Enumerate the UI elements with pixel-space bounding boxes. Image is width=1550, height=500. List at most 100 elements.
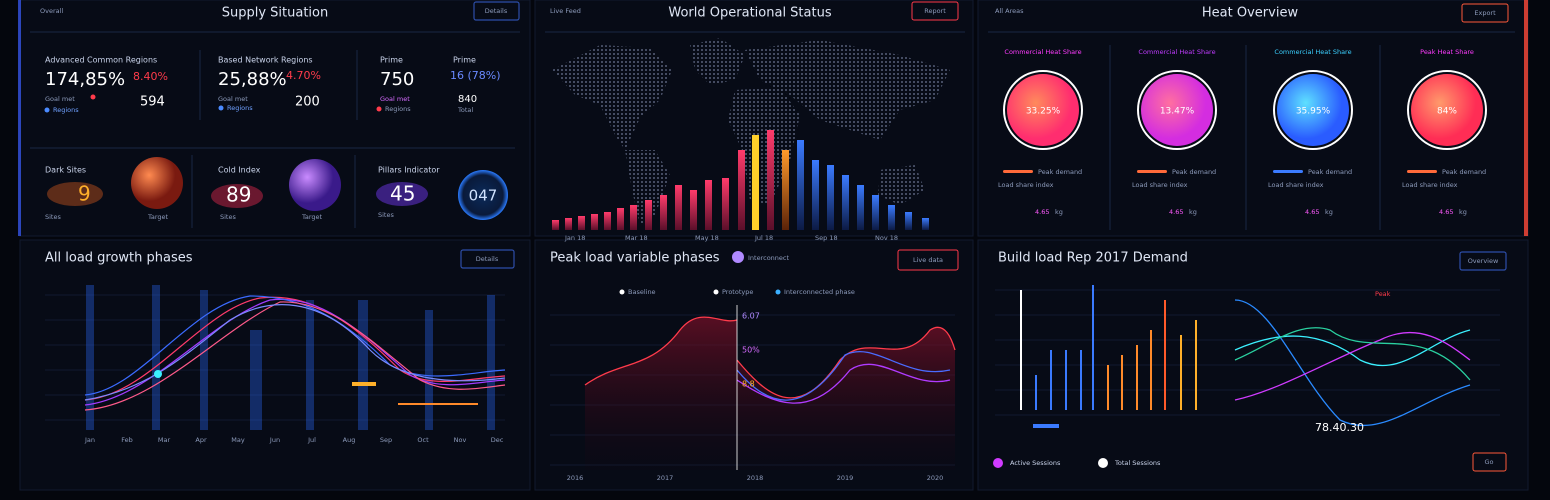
legend-entry: Baseline	[628, 288, 656, 296]
bar	[1150, 330, 1152, 410]
legend-bar	[1137, 170, 1167, 173]
button[interactable]	[1459, 251, 1507, 271]
legend-swatch	[1098, 458, 1108, 468]
button-label[interactable]: Go	[1484, 458, 1493, 466]
x-tick-label: 2019	[837, 474, 854, 482]
button-label[interactable]: Details	[485, 7, 508, 15]
accent-bar	[1524, 0, 1528, 236]
x-tick-label: 2018	[747, 474, 764, 482]
bar	[782, 150, 789, 230]
x-tick-label: Aug	[343, 436, 356, 444]
x-tick-label: 2017	[657, 474, 674, 482]
axis-label: Jan 18	[564, 234, 585, 242]
shape	[690, 38, 745, 85]
kpi-value: 174,85%	[45, 69, 125, 90]
orb-value: 047	[469, 187, 498, 205]
x-tick-label: Jul	[307, 436, 316, 444]
gauge-value: 9	[78, 182, 91, 206]
bar	[827, 165, 834, 230]
gauge-label: Cold Index	[218, 166, 261, 175]
legend-swatch	[993, 458, 1003, 468]
shape	[878, 165, 925, 205]
bar	[250, 330, 262, 430]
cursor-value: 50%	[742, 346, 760, 355]
x-tick-label: Oct	[417, 436, 429, 444]
shape: Commercial Heat Share 33.25% Peak demand Lo…	[998, 45, 1487, 230]
legend-swatch	[713, 289, 719, 295]
accent-bar	[18, 0, 21, 236]
gauge-label: Dark Sites	[45, 166, 86, 175]
kpi-sub: Regions	[227, 104, 253, 112]
x-tick-label: Mar	[158, 436, 171, 444]
button-label[interactable]: Details	[476, 255, 499, 263]
heat-figure: 4.65	[1169, 208, 1183, 216]
legend-entry: Prototype	[722, 288, 753, 296]
bar	[487, 295, 495, 430]
heat-ring	[1003, 70, 1083, 150]
shape	[736, 363, 951, 404]
button[interactable]	[911, 1, 959, 21]
bar	[1136, 345, 1138, 410]
shape	[1234, 299, 1471, 426]
bar	[552, 220, 559, 230]
heat-title: Peak Heat Share	[1420, 48, 1474, 56]
kpi-value: 25,88%	[218, 69, 287, 90]
kpi-label: Advanced Common Regions	[45, 56, 157, 65]
heat-value: 33.25%	[1026, 107, 1061, 117]
bar	[358, 300, 368, 430]
bar	[905, 212, 912, 230]
bar	[1164, 300, 1166, 410]
x-tick-label: 2020	[927, 474, 944, 482]
selector[interactable]: All Areas	[995, 7, 1024, 15]
shape	[1234, 329, 1471, 367]
button-label[interactable]: Live data	[913, 256, 943, 264]
button-label[interactable]: Report	[924, 7, 946, 15]
bar	[306, 300, 314, 430]
shape	[736, 350, 951, 401]
bar	[565, 218, 572, 230]
button-label[interactable]: Overview	[1468, 257, 1499, 265]
bar	[200, 290, 208, 430]
wave-lines	[584, 316, 956, 404]
heat-figure: 4.65	[1439, 208, 1453, 216]
button-label[interactable]: Export	[1474, 9, 1496, 17]
bar	[86, 285, 94, 430]
marker	[352, 382, 376, 386]
heat-circle	[1007, 74, 1079, 146]
kpi-label: Prime	[380, 56, 403, 65]
button[interactable]	[897, 249, 959, 271]
area	[737, 327, 955, 470]
bar	[1180, 335, 1182, 410]
gauge-glow	[47, 182, 103, 206]
bar	[812, 160, 819, 230]
x-tick-label: May	[231, 436, 245, 444]
tag: Peak	[1375, 290, 1391, 298]
axis-label: Sep 18	[815, 234, 838, 242]
button[interactable]	[1461, 3, 1509, 23]
button[interactable]	[460, 249, 515, 269]
x-tick-label: Apr	[195, 436, 207, 444]
shape	[584, 316, 738, 386]
panel	[19, 0, 531, 237]
shape: 2016 2017 2018 2019 2020	[567, 474, 944, 482]
bar	[1121, 355, 1123, 410]
bar	[1065, 350, 1067, 410]
x-tick-label: Dec	[491, 436, 504, 444]
heat-unit: kg	[1459, 208, 1467, 216]
button[interactable]	[473, 1, 520, 21]
legend-swatch	[619, 289, 625, 295]
shape: Jan Feb Mar Apr May Jun Jul Aug Sep Oct Nov Dec	[84, 436, 504, 444]
selector[interactable]: Live Feed	[550, 7, 581, 15]
button[interactable]	[1472, 452, 1507, 472]
bar	[797, 140, 804, 230]
kpi-note: Goal met	[45, 95, 75, 103]
cursor-value: 6.07	[742, 312, 760, 321]
status-dot	[376, 106, 382, 112]
shape: Jan 18 Mar 18 May 18 Jul 18 Sep 18 Nov 1…	[564, 234, 898, 242]
kpi-change: 16 (78%)	[450, 69, 501, 82]
selector[interactable]: Overall	[40, 7, 63, 15]
shape	[1234, 327, 1471, 381]
heat-figure: 4.65	[1305, 208, 1319, 216]
gauge-value: 45	[390, 182, 415, 206]
bar	[1080, 350, 1082, 410]
